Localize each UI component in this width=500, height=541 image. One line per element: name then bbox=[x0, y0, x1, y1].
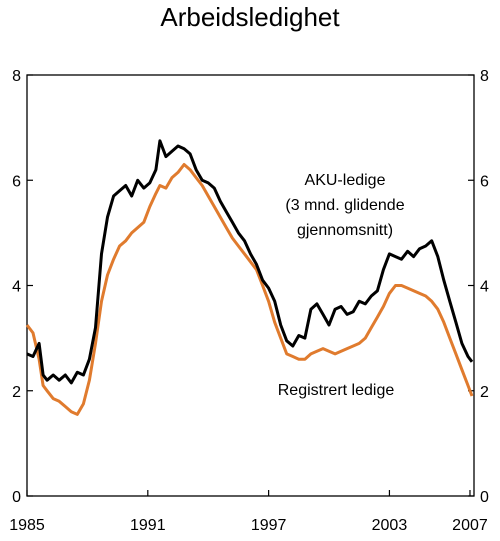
x-tick-label: 2003 bbox=[372, 517, 408, 534]
x-tick-label: 1985 bbox=[9, 517, 45, 534]
series-label: (3 mnd. glidende bbox=[285, 197, 404, 214]
y-tick-label-left: 2 bbox=[12, 384, 21, 401]
series-label: gjennomsnitt) bbox=[297, 222, 393, 239]
x-tick-label: 1991 bbox=[130, 517, 166, 534]
y-tick-label-right: 8 bbox=[480, 68, 489, 85]
x-tick-label: 1997 bbox=[251, 517, 287, 534]
plot-frame bbox=[26, 74, 475, 497]
series-lines bbox=[25, 139, 474, 416]
series-labels: AKU-ledige (3 mnd. glidende gjennomsnitt) R… bbox=[278, 172, 405, 399]
y-tick-label-right: 0 bbox=[480, 489, 489, 506]
y-tick-label-right: 4 bbox=[480, 279, 489, 296]
y-tick-label-left: 6 bbox=[12, 173, 21, 190]
y-tick-label-right: 2 bbox=[480, 384, 489, 401]
chart-title: Arbeidsledighet bbox=[160, 2, 340, 32]
y-tick-label-left: 4 bbox=[12, 279, 21, 296]
series-line-registrert bbox=[25, 163, 474, 416]
x-tick-label: 2007 bbox=[452, 517, 488, 534]
y-tick-label-right: 6 bbox=[480, 173, 489, 190]
axis-ticks: 0 0 2 2 4 4 6 6 8 8 1985 1991 1997 2003 2007 bbox=[9, 68, 489, 534]
y-tick-label-left: 8 bbox=[12, 68, 21, 85]
y-tick-label-left: 0 bbox=[12, 489, 21, 506]
series-label: AKU-ledige bbox=[305, 172, 386, 189]
series-line-aku bbox=[26, 139, 474, 385]
series-label: Registrert ledige bbox=[278, 382, 395, 399]
